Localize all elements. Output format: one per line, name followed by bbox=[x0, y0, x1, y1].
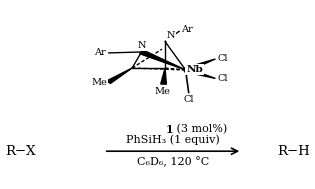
Text: Me: Me bbox=[154, 87, 170, 96]
Text: C₆D₆, 120 °C: C₆D₆, 120 °C bbox=[137, 156, 209, 167]
Text: Cl: Cl bbox=[217, 54, 227, 64]
Polygon shape bbox=[161, 68, 166, 84]
Text: N: N bbox=[167, 31, 175, 40]
Text: Ar: Ar bbox=[181, 25, 192, 34]
Text: Me: Me bbox=[91, 78, 107, 87]
Polygon shape bbox=[140, 50, 186, 70]
Text: Cl: Cl bbox=[217, 74, 227, 83]
Polygon shape bbox=[184, 59, 215, 72]
Text: (3 mol%): (3 mol%) bbox=[173, 124, 227, 135]
Text: R−H: R−H bbox=[278, 145, 310, 158]
Text: PhSiH₃ (1 equiv): PhSiH₃ (1 equiv) bbox=[126, 135, 220, 145]
Polygon shape bbox=[106, 68, 132, 83]
Text: R−X: R−X bbox=[5, 145, 36, 158]
Text: N: N bbox=[137, 41, 146, 50]
Text: Ar: Ar bbox=[94, 48, 106, 57]
Text: Nb: Nb bbox=[186, 65, 203, 74]
Text: Cl: Cl bbox=[183, 95, 194, 104]
Text: 1: 1 bbox=[165, 124, 173, 135]
Polygon shape bbox=[184, 68, 215, 78]
